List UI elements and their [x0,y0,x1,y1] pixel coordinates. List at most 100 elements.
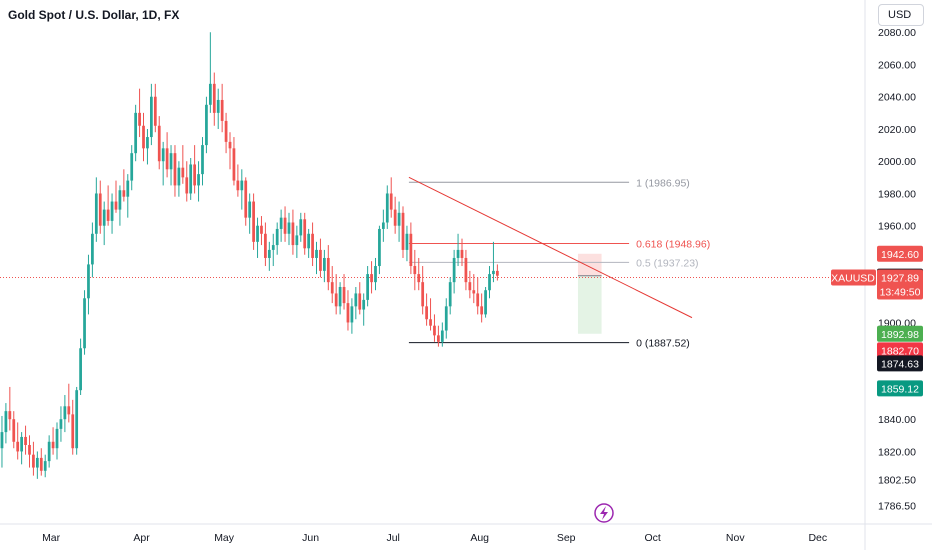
x-tick-label: Aug [470,532,489,544]
price-tag [877,380,923,397]
price-tag-label: 1882.70 [881,345,919,357]
candle-body [397,212,401,226]
current-price-label: 1927.89 [881,272,919,284]
candle-body [299,219,303,236]
candle-body [94,193,98,234]
candle-body [87,264,90,299]
candle-body [165,148,169,170]
candle-body [311,233,314,258]
fib-level-label: 1 (1986.95) [636,177,690,189]
price-tag-label: 1892.98 [881,329,919,341]
candle-body [51,441,55,449]
y-tick-label: 2060.00 [878,59,916,71]
candle-body [326,257,330,283]
candle-body [283,217,287,234]
candle-body [79,348,82,391]
candle-body [425,306,428,320]
y-tick-label: 2040.00 [878,92,916,104]
fib-level-label: 0.618 (1948.96) [636,239,710,251]
candle-body [378,228,381,267]
candle-body [32,454,35,468]
candle-body [267,249,271,258]
candle-body [224,120,228,142]
candle-body [381,222,385,229]
candle-body [110,201,114,221]
candle-body [83,298,86,349]
candle-body [393,209,397,226]
x-tick-label: May [214,532,235,544]
candle-body [220,99,224,121]
candle-body [354,293,358,307]
candle-body [169,153,173,170]
candle-body [307,233,311,249]
candle-body [252,201,255,242]
y-tick-label: 2000.00 [878,156,916,168]
candle-body [106,209,110,221]
candle-body [472,290,476,294]
candle-body [193,164,197,186]
stop-loss-zone [577,253,602,276]
candle-body [130,153,134,181]
candle-body [468,282,472,291]
candle-body [440,330,444,342]
candle-body [338,286,342,307]
fib-level-label: 0 (1887.52) [636,338,690,350]
candle-body [67,406,71,415]
price-tag [877,342,923,359]
candle-body [409,233,413,267]
y-tick-label: 1960.00 [878,221,916,233]
price-tag [877,245,923,262]
candle-body [126,180,130,197]
price-tag [877,325,923,342]
candle-body [448,282,452,307]
candle-body [271,245,275,250]
candle-body [248,201,252,218]
candle-body [433,325,436,336]
candle-body [35,457,39,468]
candle-body [181,167,185,178]
y-tick-label: 1980.00 [878,188,916,200]
trendline[interactable] [408,176,693,319]
candle-body [260,225,263,234]
candle-body [39,457,43,471]
candle-body [43,461,47,471]
symbol-tag [831,269,876,286]
candle-body [484,290,487,315]
candle-body [75,390,79,449]
candle-body [208,83,212,105]
candle-body [161,148,165,162]
candle-body [342,286,346,304]
candle-body [228,141,232,149]
candle-body [385,193,389,223]
candle-body [295,235,299,246]
candle-body [122,190,126,197]
candle-body [118,190,122,210]
x-tick-label: Jun [302,532,319,544]
candle-body [315,249,318,258]
candle-body [366,274,370,300]
x-tick-label: Mar [42,532,61,544]
y-tick-label: 1840.00 [878,414,916,426]
candle-body [28,444,31,455]
candle-body [334,293,338,307]
candle-body [437,335,440,342]
candle-body [47,441,51,462]
candle-body [256,225,259,242]
x-tick-label: Jul [386,532,399,544]
candle-body [370,274,373,283]
candle-body [350,306,354,323]
candle-body [358,293,362,310]
candle-body [59,419,63,429]
candle-body [177,167,181,186]
candle-body [456,249,460,258]
currency-selector-button[interactable]: USD [878,4,924,26]
candle-body [63,406,67,420]
candle-body [429,319,432,326]
candle-body [495,270,499,276]
x-tick-label: Apr [133,532,150,544]
y-tick-label: 2080.00 [878,27,916,39]
x-tick-label: Oct [645,532,661,544]
candle-body [389,193,393,210]
fib-level-label: 0.5 (1937.23) [636,257,698,269]
